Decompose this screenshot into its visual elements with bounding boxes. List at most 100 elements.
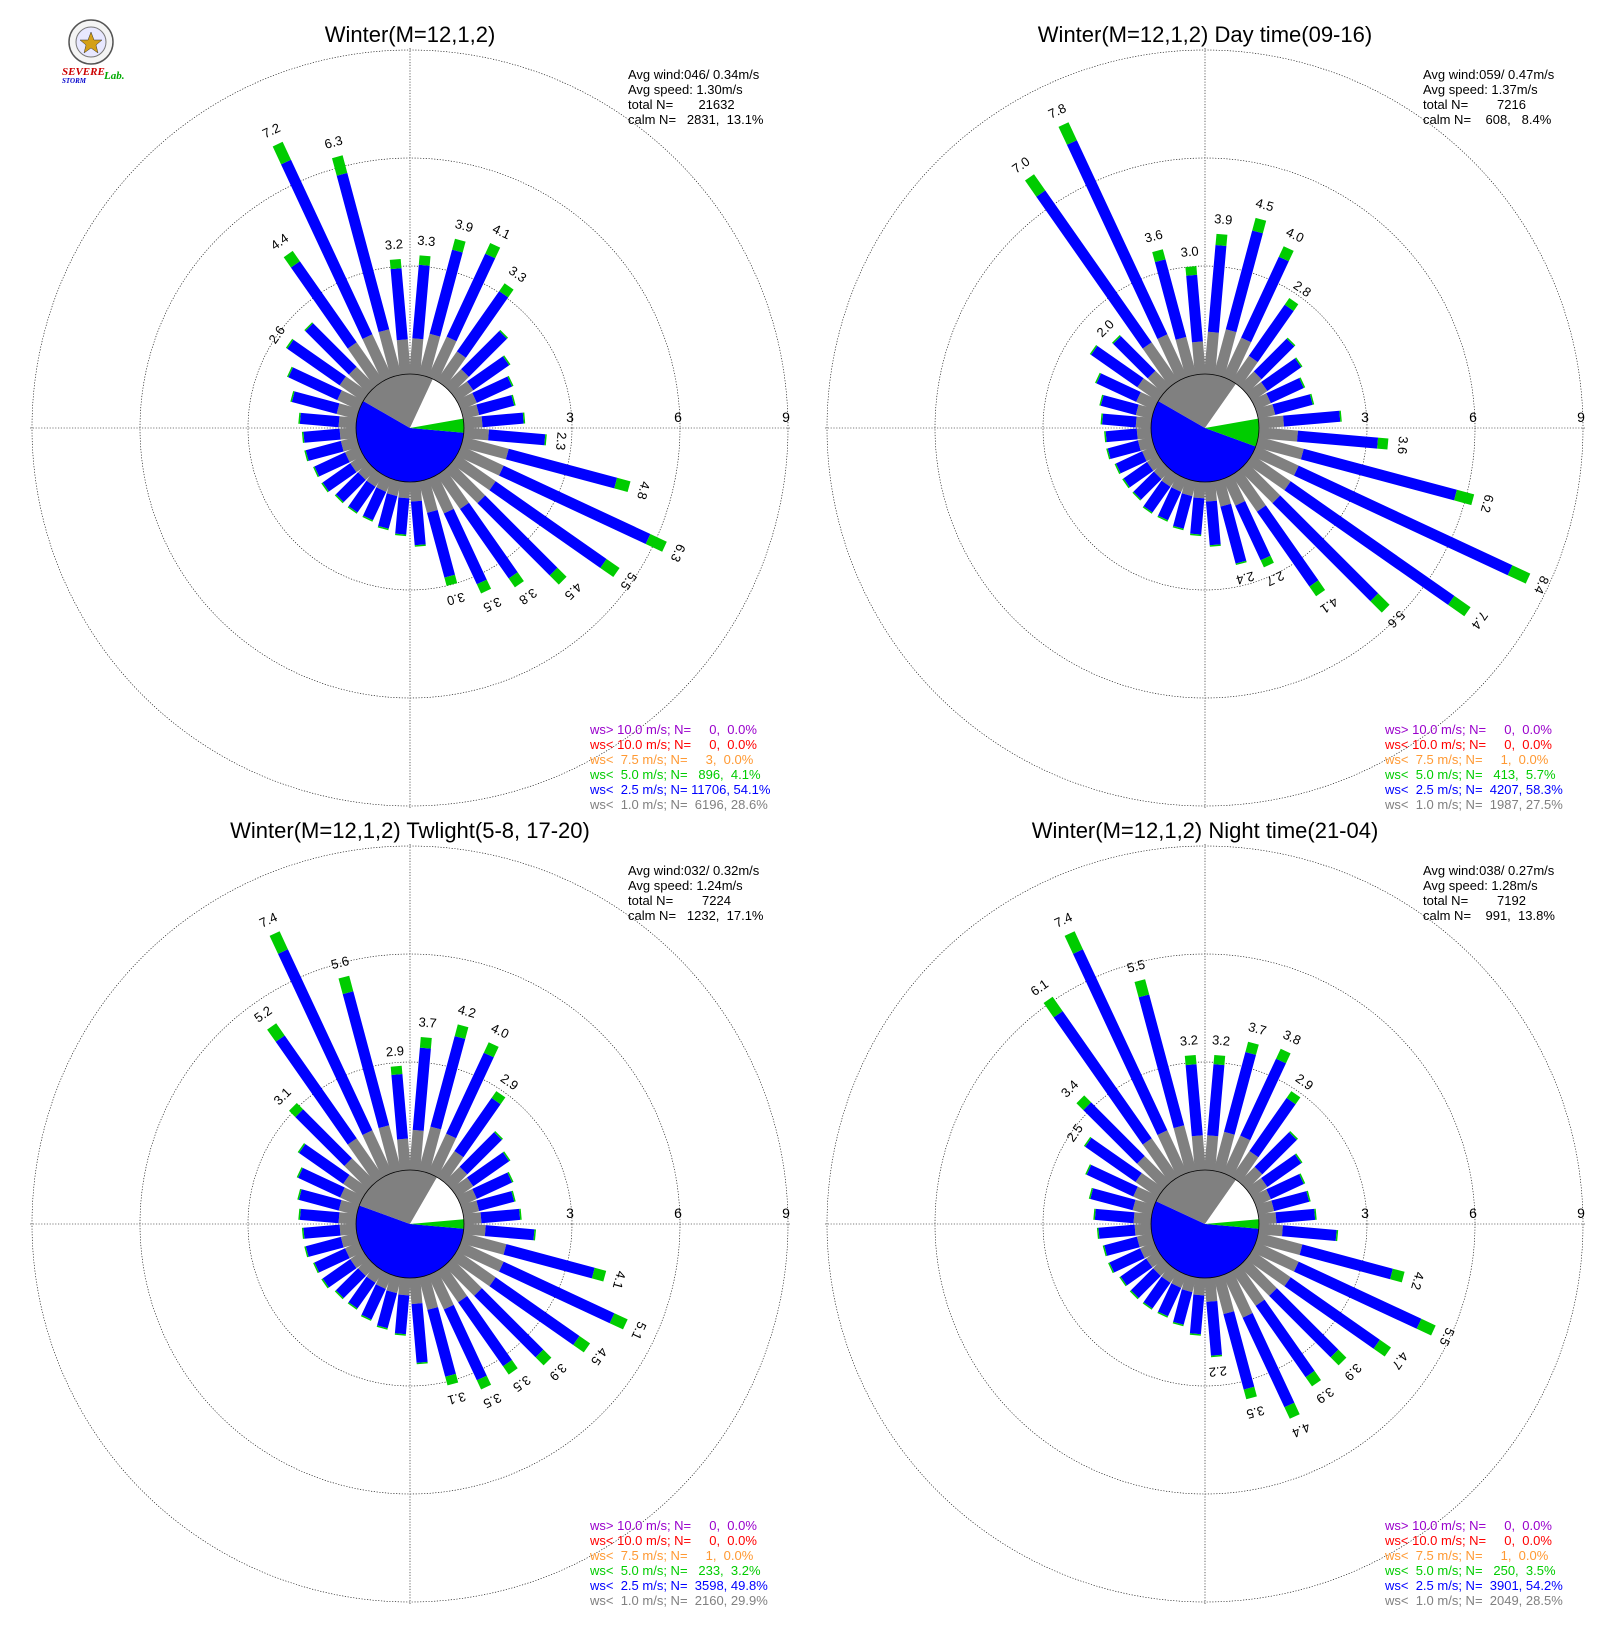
bar-segment-lt5-dir-65 — [507, 375, 514, 387]
bar-segment-lt2_5-dir-95 — [488, 429, 546, 446]
bar-segment-lt1-dir-5 — [409, 1129, 424, 1171]
bar-segment-lt1-dir-255 — [340, 1232, 360, 1248]
bar-segment-lt5-dir-305 — [1083, 1136, 1092, 1147]
bar-segment-lt5-dir-245 — [313, 466, 320, 478]
ring-label-9: 9 — [1577, 1205, 1585, 1221]
bar-segment-lt1-dir-275 — [1135, 416, 1152, 429]
legend-entry-6: ws< 1.0 m/s; N= 1987, 27.5% — [1384, 797, 1563, 812]
bar-segment-lt5-dir-135 — [535, 1349, 552, 1366]
bar-segment-lt5-dir-235 — [1122, 478, 1130, 489]
bar-segment-lt1-dir-265 — [1134, 1223, 1152, 1236]
bar-segment-lt2_5-dir-55 — [467, 1152, 510, 1187]
bar-segment-lt2_5-dir-15 — [430, 1036, 466, 1130]
bar-segment-lt2_5-dir-35 — [456, 291, 509, 358]
bar-segment-lt5-dir-245 — [1114, 463, 1121, 475]
bar-label-dir-345: 5.5 — [1125, 956, 1146, 975]
bar-segment-lt1-dir-275 — [338, 416, 357, 429]
bar-label-dir-355: 3.2 — [1179, 1032, 1198, 1049]
bar-label-dir-115: 8.4 — [1531, 574, 1552, 597]
bar-segment-lt2_5-dir-135 — [1269, 1288, 1339, 1358]
bar-segment-lt1-dir-185 — [1193, 1277, 1206, 1296]
bar-segment-lt5-dir-285 — [1099, 394, 1104, 406]
bar-label-dir-15: 4.5 — [1254, 195, 1275, 214]
grid-ring-3 — [826, 49, 1584, 807]
bar-segment-lt2_5-dir-35 — [1248, 304, 1294, 363]
calm-pie-outline — [355, 1169, 465, 1279]
bar-segment-lt1-dir-235 — [350, 454, 369, 473]
bar-segment-lt2_5-dir-275 — [1094, 1208, 1135, 1224]
bar-segment-lt1-dir-5 — [409, 338, 424, 375]
bar-segment-lt1-dir-265 — [339, 427, 357, 440]
ring-label-3: 3 — [1361, 409, 1369, 425]
bar-label-dir-95: 3.6 — [1395, 436, 1412, 455]
panel-title: Winter(M=12,1,2) Day time(09-16) — [1038, 22, 1372, 47]
bar-segment-lt1-dir-225 — [1153, 1258, 1171, 1276]
bar-segment-lt5-dir-15 — [1245, 1041, 1259, 1055]
bar-segment-lt5-dir-345 — [1134, 979, 1150, 998]
bar-segment-lt2_5-dir-255 — [1104, 1236, 1140, 1256]
bar-segment-lt5-dir-305 — [297, 1143, 306, 1153]
bar-segment-lt1-dir-115 — [456, 1241, 504, 1272]
bar-segment-lt1-dir-235 — [1146, 1250, 1164, 1268]
bar-segment-lt5-dir-105 — [1390, 1268, 1405, 1283]
bar-segment-lt2_5-dir-215 — [348, 480, 376, 513]
bar-segment-lt5-dir-105 — [614, 477, 631, 492]
bar-segment-lt2_5-dir-45 — [1253, 338, 1295, 380]
bar-segment-lt2_5-dir-175 — [410, 500, 426, 546]
bar-segment-lt2_5-dir-165 — [427, 510, 455, 578]
bar-label-dir-35: 3.3 — [506, 263, 529, 286]
bar-segment-lt1-dir-245 — [345, 445, 364, 463]
bar-segment-lt1-dir-275 — [1133, 1212, 1152, 1225]
bar-segment-lt2_5-dir-55 — [467, 356, 510, 391]
bar-segment-lt5-dir-225 — [334, 494, 344, 504]
bar-segment-lt5-dir-145 — [508, 572, 524, 588]
bar-segment-lt1-dir-25 — [1222, 1135, 1251, 1178]
bar-segment-lt1-dir-85 — [1258, 415, 1284, 429]
bar-segment-lt1-dir-15 — [1213, 1131, 1235, 1174]
bar-segment-lt1-dir-155 — [427, 1270, 454, 1310]
bar-segment-lt2_5-dir-225 — [1130, 1268, 1161, 1299]
bar-segment-lt5-dir-255 — [1106, 448, 1111, 460]
bar-segment-lt5-dir-195 — [376, 1325, 388, 1330]
bar-segment-lt5-dir-55 — [1295, 1153, 1303, 1164]
bar-label-dir-325: 4.4 — [268, 230, 291, 253]
bar-segment-lt2_5-dir-75 — [1272, 394, 1313, 415]
bar-segment-lt1-dir-155 — [427, 474, 454, 514]
bar-segment-lt1-dir-325 — [347, 342, 384, 387]
bar-segment-lt5-dir-95 — [533, 1229, 536, 1241]
bar-segment-lt2_5-dir-265 — [1098, 1224, 1136, 1239]
bar-segment-lt2_5-dir-265 — [303, 428, 341, 443]
grid-ring-1 — [247, 265, 573, 591]
bar-segment-lt5-dir-295 — [1085, 1164, 1092, 1175]
bar-segment-lt5-dir-235 — [321, 1278, 329, 1289]
bar-segment-lt5-dir-135 — [1370, 593, 1390, 613]
bar-label-dir-5: 3.7 — [418, 1014, 437, 1031]
bar-segment-lt2_5-dir-205 — [363, 487, 387, 521]
bar-segment-lt1-dir-45 — [444, 1166, 468, 1190]
bar-segment-lt2_5-dir-305 — [1091, 345, 1144, 388]
bar-segment-lt1-dir-295 — [1133, 1186, 1159, 1207]
bar-segment-lt1-dir-45 — [444, 369, 469, 394]
bar-segment-lt1-dir-165 — [418, 1274, 438, 1310]
legend-entry-1: ws> 10.0 m/s; N= 0, 0.0% — [1384, 722, 1552, 737]
bar-segment-lt2_5-dir-225 — [1133, 471, 1162, 500]
bar-label-dir-115: 5.5 — [1436, 1325, 1457, 1348]
panel-title: Winter(M=12,1,2) Night time(21-04) — [1032, 818, 1379, 843]
bar-segment-lt2_5-dir-345 — [1154, 259, 1187, 340]
bar-segment-lt1-dir-155 — [1222, 474, 1246, 506]
bar-label-dir-165: 3.0 — [445, 589, 466, 608]
bar-segment-lt5-dir-115 — [1416, 1318, 1436, 1336]
bar-segment-lt2_5-dir-25 — [446, 1052, 494, 1139]
bar-segment-lt1-dir-295 — [1136, 392, 1159, 411]
bar-segment-lt5-dir-215 — [347, 506, 358, 514]
bar-segment-lt5-dir-75 — [511, 394, 516, 406]
bar-segment-lt5-dir-55 — [502, 355, 511, 366]
bar-segment-lt5-dir-85 — [1339, 410, 1342, 422]
bar-segment-lt1-dir-55 — [451, 381, 474, 402]
bar-segment-lt2_5-dir-285 — [298, 1189, 342, 1211]
bar-segment-lt2_5-dir-5 — [412, 264, 430, 340]
bar-label-dir-305: 2.5 — [1063, 1121, 1086, 1144]
bar-segment-lt1-dir-175 — [1204, 481, 1217, 502]
bar-segment-lt1-dir-105 — [1255, 436, 1304, 460]
calm-pie-gray — [1156, 1170, 1236, 1224]
